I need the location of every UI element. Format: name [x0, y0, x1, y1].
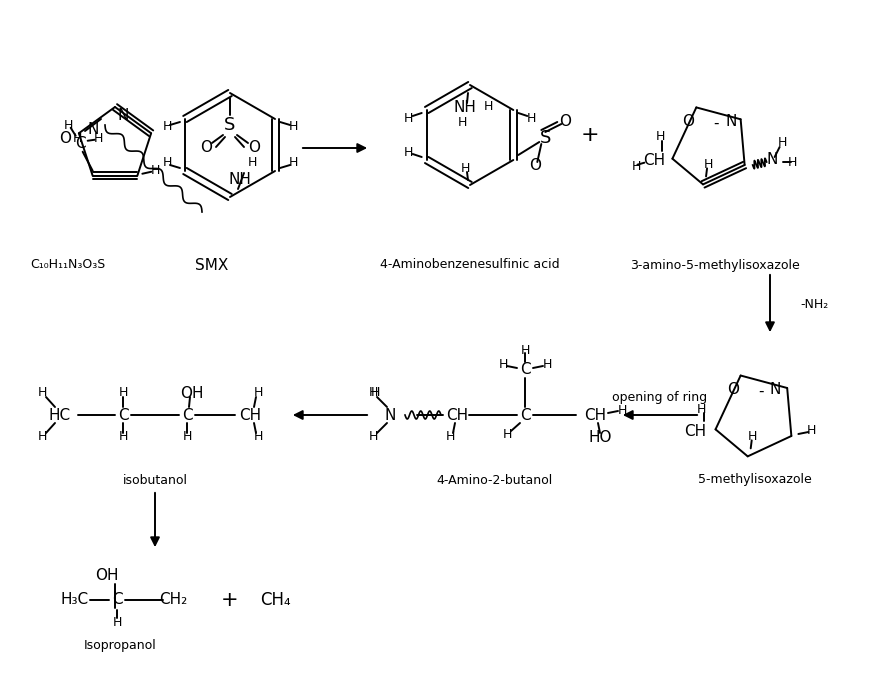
Text: H: H [404, 146, 414, 158]
Text: H: H [162, 156, 172, 169]
Text: H: H [37, 430, 47, 443]
Text: O: O [727, 382, 739, 397]
Text: N: N [726, 114, 737, 129]
Text: S: S [224, 116, 236, 134]
Text: H: H [247, 156, 257, 169]
Text: opening of ring: opening of ring [612, 392, 708, 405]
Text: H: H [288, 156, 298, 169]
Text: +: + [222, 590, 239, 610]
Text: H: H [119, 386, 128, 400]
Text: H: H [632, 160, 641, 173]
Text: H: H [404, 112, 414, 124]
Text: H: H [183, 430, 191, 443]
Text: CH₄: CH₄ [260, 591, 291, 609]
Text: +: + [580, 125, 599, 145]
Text: -: - [713, 116, 719, 131]
Text: N: N [767, 152, 778, 167]
Text: O: O [529, 158, 541, 173]
Text: H: H [162, 120, 172, 133]
Text: SMX: SMX [195, 258, 229, 273]
Text: H: H [526, 112, 536, 124]
Text: C: C [118, 407, 128, 422]
Text: H: H [806, 424, 816, 437]
Text: O: O [248, 139, 260, 154]
Text: 4-Aminobenzenesulfinic acid: 4-Aminobenzenesulfinic acid [380, 258, 560, 271]
Text: 3-amino-5-methylisoxazole: 3-amino-5-methylisoxazole [630, 258, 800, 271]
Text: O: O [200, 139, 212, 154]
Text: H: H [703, 158, 712, 171]
Text: H: H [119, 430, 128, 443]
Text: C: C [520, 362, 531, 377]
Text: CH₂: CH₂ [159, 592, 187, 607]
Text: 4-Amino-2-butanol: 4-Amino-2-butanol [437, 473, 553, 486]
Text: Isopropanol: Isopropanol [83, 639, 156, 651]
Text: H: H [113, 615, 121, 628]
Text: H: H [461, 163, 470, 175]
Text: C: C [112, 592, 122, 607]
Text: HC: HC [49, 407, 71, 422]
Text: CH: CH [643, 153, 665, 168]
Text: H: H [778, 137, 788, 150]
Text: O: O [559, 114, 571, 129]
Text: C₁₀H₁₁N₃O₃S: C₁₀H₁₁N₃O₃S [30, 258, 105, 271]
Text: O: O [682, 114, 695, 129]
Text: H: H [64, 119, 74, 132]
Text: N: N [770, 382, 781, 397]
Text: NH: NH [454, 99, 477, 114]
Text: H: H [94, 132, 104, 146]
Text: H: H [748, 430, 758, 443]
Text: 5-methylisoxazole: 5-methylisoxazole [698, 473, 812, 486]
Text: N: N [385, 407, 396, 422]
Text: H: H [37, 386, 47, 400]
Text: H: H [656, 130, 665, 143]
Text: H: H [502, 428, 512, 441]
Text: H: H [542, 358, 552, 371]
Text: H: H [253, 430, 262, 443]
Text: NH: NH [229, 171, 252, 186]
Text: H₃C: H₃C [61, 592, 89, 607]
Text: H: H [369, 386, 377, 400]
Text: H: H [288, 120, 298, 133]
Text: H: H [253, 386, 262, 400]
Text: CH: CH [446, 407, 468, 422]
Text: N: N [117, 107, 128, 122]
Text: H: H [788, 156, 797, 169]
Text: H: H [483, 101, 493, 114]
Text: H: H [73, 133, 82, 146]
Text: H: H [520, 343, 530, 356]
Text: CH: CH [584, 407, 606, 422]
Text: H: H [151, 165, 160, 177]
Text: H: H [618, 403, 626, 416]
Text: HO: HO [588, 430, 611, 445]
Text: CH: CH [239, 407, 261, 422]
Text: H: H [697, 403, 706, 416]
Text: isobutanol: isobutanol [122, 473, 188, 486]
Text: S: S [540, 129, 551, 147]
Text: C: C [182, 407, 192, 422]
Text: H: H [498, 358, 508, 371]
Text: OH: OH [180, 386, 204, 401]
Text: H: H [370, 386, 380, 400]
Text: N: N [88, 122, 98, 137]
Text: C: C [75, 136, 86, 151]
Text: OH: OH [96, 568, 119, 583]
Text: C: C [520, 407, 531, 422]
Text: H: H [369, 430, 377, 443]
Text: -NH₂: -NH₂ [800, 299, 828, 311]
Text: -: - [758, 384, 764, 399]
Text: O: O [58, 131, 71, 146]
Text: CH: CH [685, 424, 707, 439]
Text: H: H [446, 430, 455, 443]
Text: H: H [457, 116, 467, 129]
